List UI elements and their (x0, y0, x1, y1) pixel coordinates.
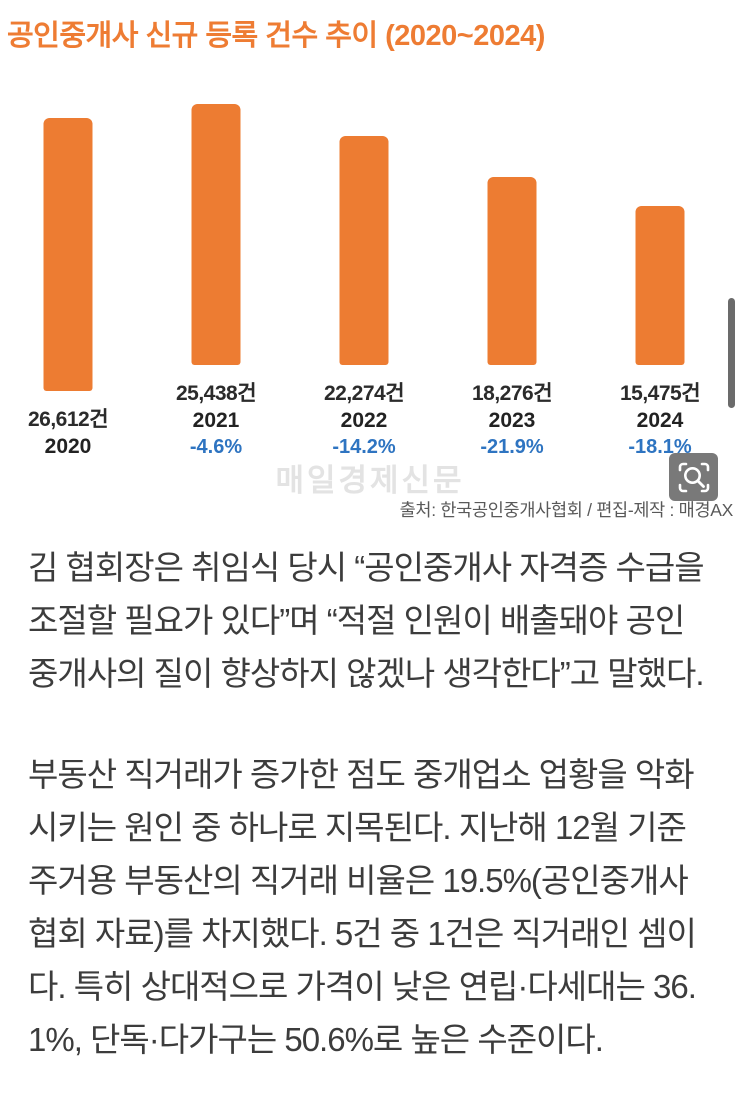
magnifier-icon (673, 457, 715, 498)
bar-year-label: 2024 (636, 409, 684, 432)
bar-2023 (487, 177, 537, 365)
bar-year-label: 2021 (192, 409, 240, 432)
bar-2024 (635, 206, 685, 365)
bar-year-label: 2023 (488, 409, 536, 432)
bar-labels-2021: 25,438건 2021 -4.6% (142, 380, 290, 461)
bar-value-label: 26,612건 (27, 408, 109, 431)
bar-pct-label: -14.2% (332, 436, 396, 458)
bar-value-label: 22,274건 (323, 382, 405, 405)
chart-column-2023: 18,276건 2023 -21.9% (438, 0, 586, 520)
scrollbar-thumb[interactable] (728, 298, 735, 408)
chart-column-2020: 26,612건 2020 (0, 0, 142, 520)
bar-year-label: 2022 (340, 409, 388, 432)
bar-labels-2023: 18,276건 2023 -21.9% (438, 380, 586, 461)
bar-2020 (43, 118, 93, 391)
bar-labels-2024: 15,475건 2024 -18.1% (586, 380, 734, 461)
article-paragraph: 부동산 직거래가 증가한 점도 중개업소 업황을 악화시키는 원인 중 하나로 … (28, 756, 697, 1058)
chart-column-2022: 22,274건 2022 -14.2% (290, 0, 438, 520)
chart-title: 공인중개사 신규 등록 건수 추이 (2020~2024) (7, 20, 545, 52)
bar-labels-2020: 26,612건 2020 (0, 406, 142, 460)
bar-pct-label: -18.1% (628, 436, 692, 458)
chart-columns: 26,612건 2020 25,438건 2021 -4.6% 22,274건 2022 -1… (0, 0, 734, 520)
bar-labels-2022: 22,274건 2022 -14.2% (290, 380, 438, 461)
image-zoom-button[interactable] (669, 453, 718, 501)
bar-value-label: 25,438건 (175, 382, 257, 405)
bar-value-label: 15,475건 (619, 382, 701, 405)
bar-value-label: 18,276건 (471, 382, 553, 405)
bar-year-label: 2020 (44, 435, 92, 458)
source-credit: 출처: 한국공인중개사협회 / 편집-제작 : 매경AX (399, 500, 734, 520)
bar-pct-label: -21.9% (480, 436, 544, 458)
chart-infographic: 공인중개사 신규 등록 건수 추이 (2020~2024) 26,612건 202… (0, 0, 740, 520)
page: 공인중개사 신규 등록 건수 추이 (2020~2024) 26,612건 202… (0, 0, 740, 1058)
bar-pct-label: -4.6% (189, 436, 243, 458)
bar-2021 (191, 104, 241, 365)
article-paragraph: 김 협회장은 취임식 당시 “공인중개사 자격증 수급을 조절할 필요가 있다”… (28, 549, 705, 692)
chart-column-2024: 15,475건 2024 -18.1% (586, 0, 734, 520)
chart-column-2021: 25,438건 2021 -4.6% (142, 0, 290, 520)
article-body: 김 협회장은 취임식 당시 “공인중개사 자격증 수급을 조절할 필요가 있다”… (0, 520, 740, 1114)
bar-2022 (339, 136, 389, 365)
